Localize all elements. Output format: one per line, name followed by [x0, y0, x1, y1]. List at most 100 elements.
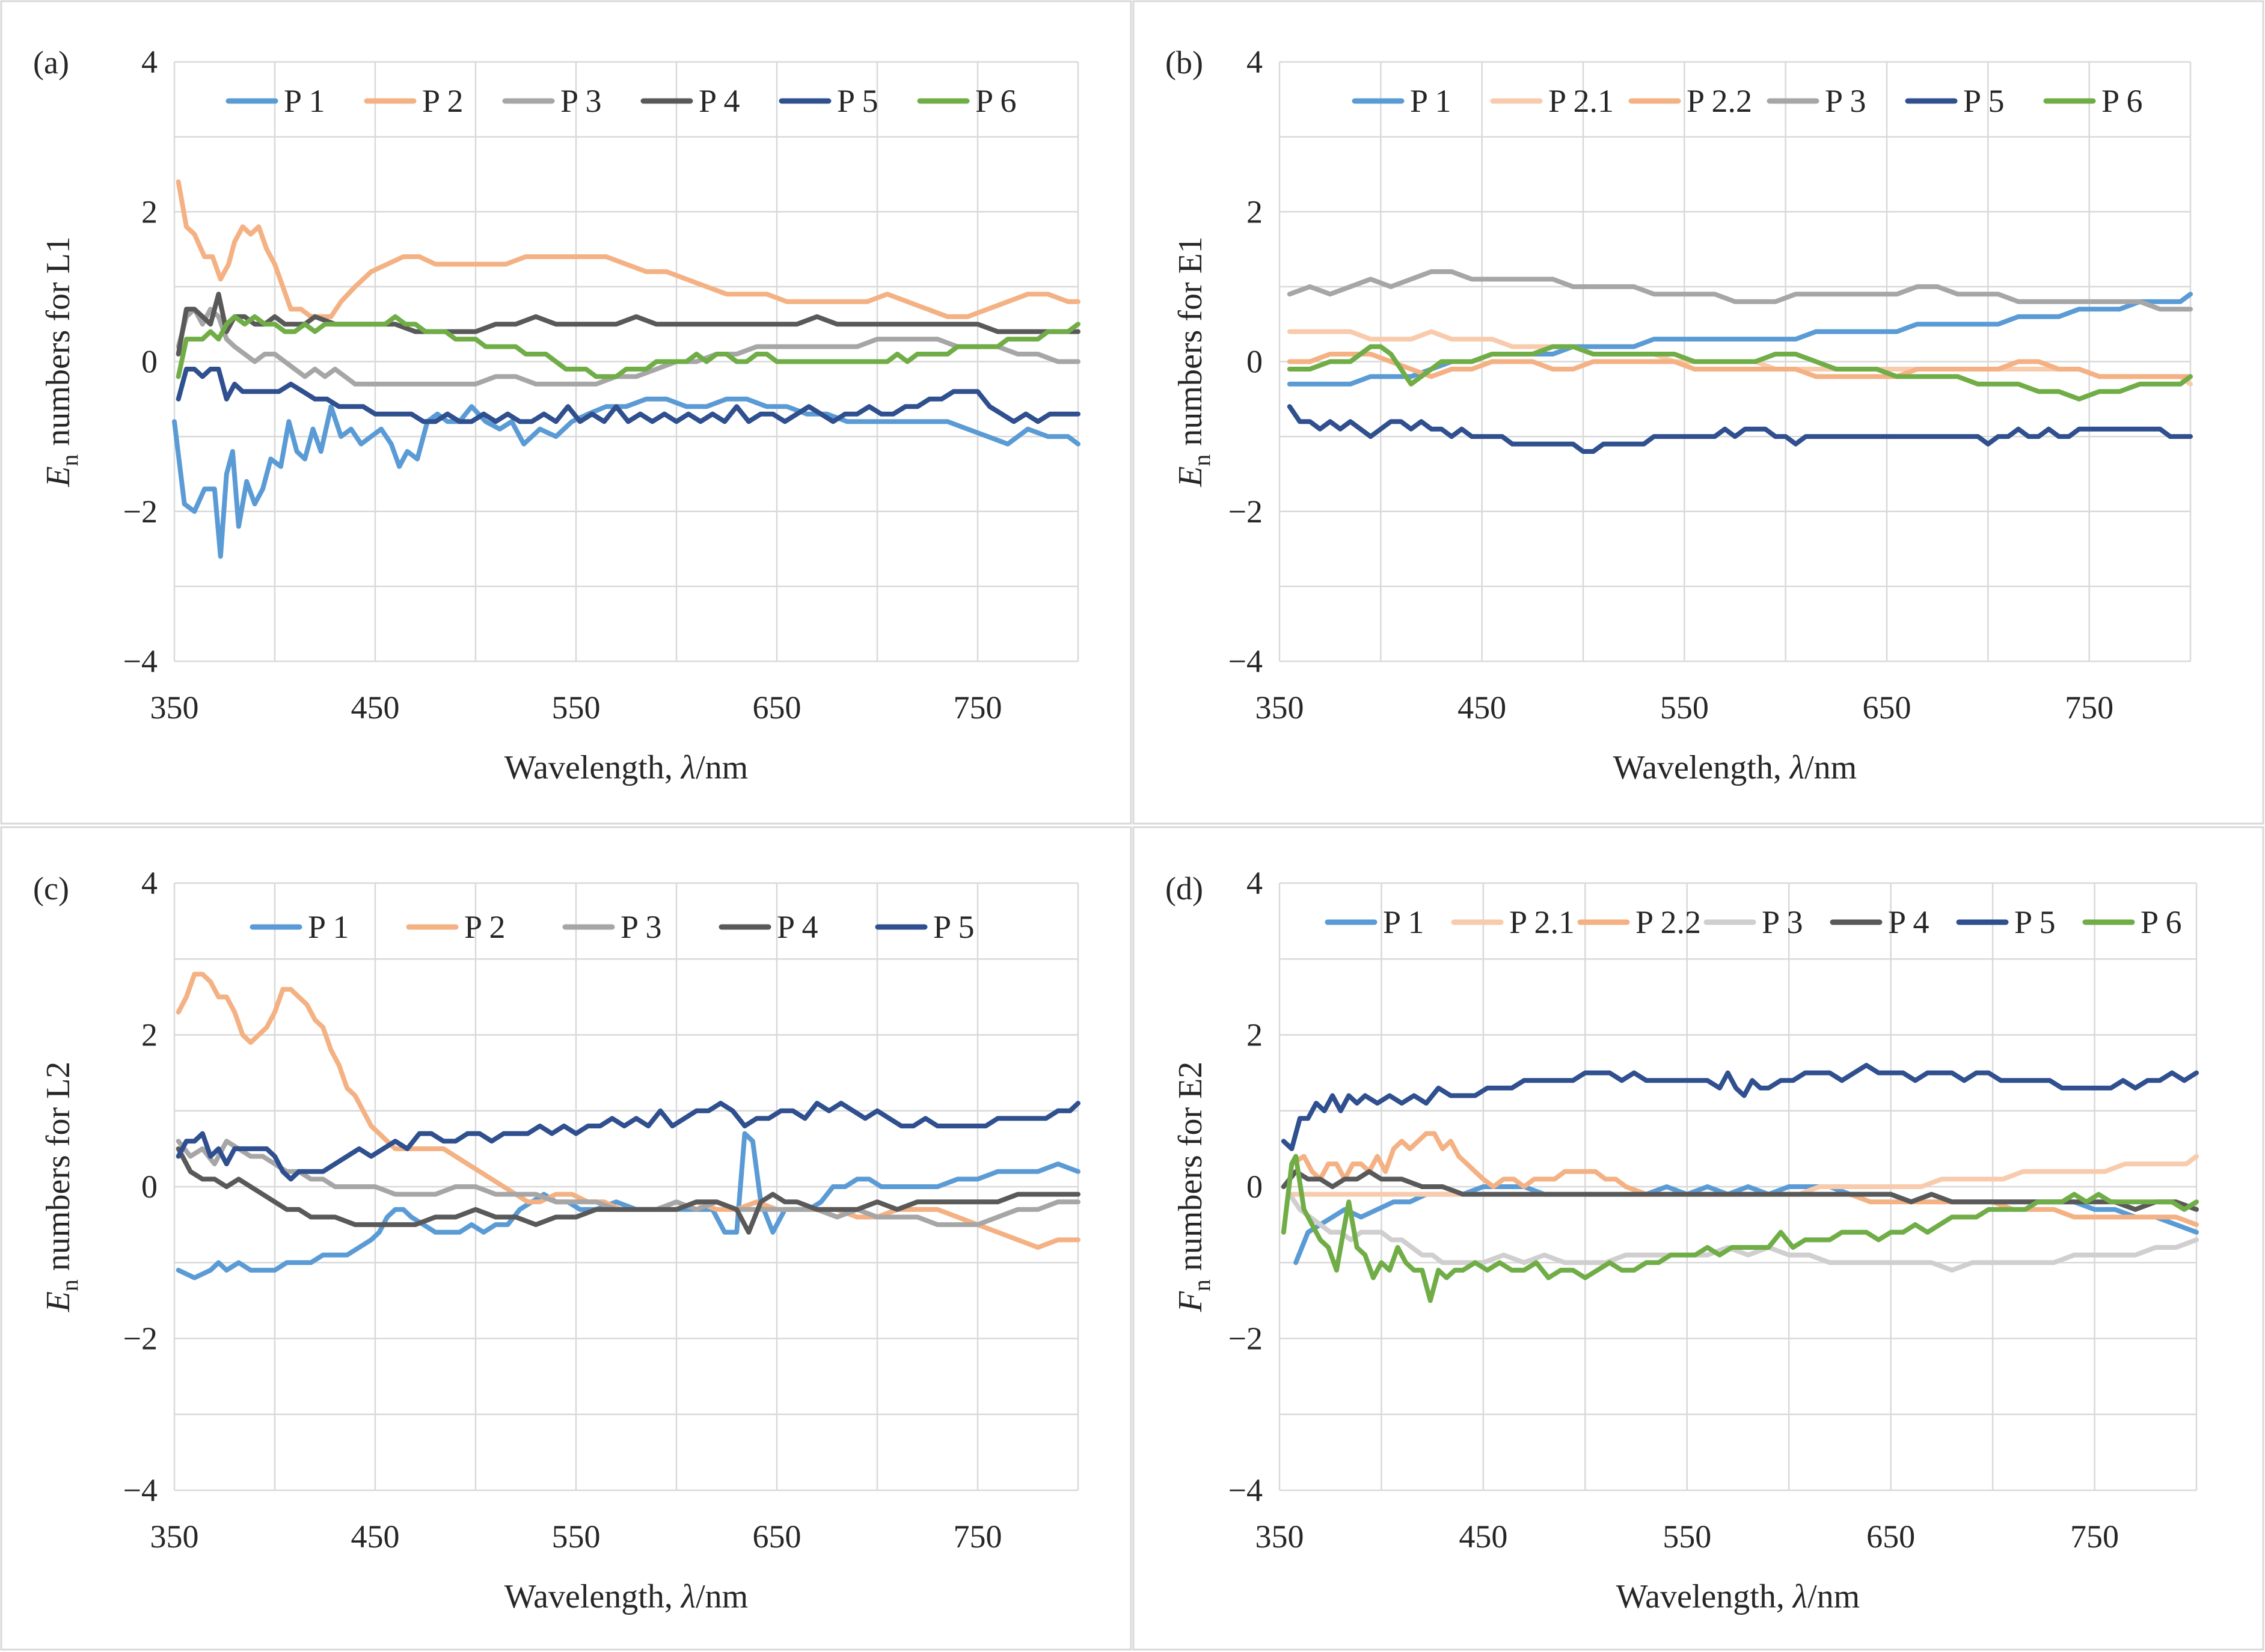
x-tick-label: 550	[552, 1519, 601, 1555]
x-tick-label: 350	[1255, 1519, 1304, 1555]
y-tick-label: −4	[1228, 1472, 1263, 1508]
legend-label: P 3	[621, 909, 662, 945]
series-line-p6	[176, 314, 1080, 379]
x-tick-label: 650	[1866, 1519, 1915, 1555]
y-tick-label: −4	[1228, 643, 1263, 679]
y-tick-label: −4	[123, 643, 158, 679]
legend-label: P 6	[2101, 83, 2143, 119]
y-tick-label: −2	[1228, 494, 1263, 530]
y-tick-label: 2	[141, 1017, 158, 1053]
legend: P 1 P 2.1 P 2.2 P 3 P 5 P 6	[1352, 83, 2143, 119]
panel-label: (c)	[33, 870, 69, 907]
x-axis-title: Wavelength, λ/nm	[1616, 1578, 1860, 1615]
y-tick-label: −2	[1228, 1321, 1263, 1357]
chart-frame	[1132, 0, 2264, 825]
y-tick-label: −4	[123, 1472, 158, 1508]
legend: P 1 P 2 P 3 P 4 P 5	[250, 909, 975, 945]
y-tick-label: 4	[1246, 865, 1263, 901]
legend-label: P 3	[1762, 904, 1803, 940]
x-tick-label: 450	[1459, 1519, 1507, 1555]
legend-label: P 2.2	[1687, 83, 1752, 119]
y-tick-label: 0	[141, 1169, 158, 1205]
legend: P 1 P 2 P 3 P 4 P 5 P 6	[225, 83, 1017, 119]
x-tick-label: 450	[351, 1519, 400, 1555]
y-axis-title: En numbers for L1	[40, 236, 83, 488]
legend-label: P 2.1	[1548, 83, 1614, 119]
legend-label: P 4	[699, 83, 740, 119]
panel-a: −4 −2 0 2 4 350 450 550 650 750 (a) Wavelength, λ/n…	[0, 0, 1132, 825]
legend-label: P 3	[1825, 83, 1866, 119]
legend-label: P 5	[1963, 83, 2005, 119]
series-line-p5	[176, 1101, 1080, 1182]
chart-frame	[0, 826, 1132, 1651]
series-line-p5	[176, 367, 1080, 424]
panel-c: −4 −2 0 2 4 350 450 550 650 750 (c) Wavelength, λ/n…	[0, 826, 1132, 1651]
x-tick-label: 350	[150, 1519, 199, 1555]
legend-label: P 2.1	[1509, 904, 1575, 940]
x-tick-label: 550	[1660, 690, 1709, 726]
series-line-p3	[1287, 269, 2193, 312]
legend-label: P 1	[308, 909, 349, 945]
legend-label: P 4	[777, 909, 818, 945]
legend-label: P 5	[837, 83, 878, 119]
series-line-p5	[1287, 404, 2193, 454]
y-tick-label: −2	[123, 494, 158, 530]
y-tick-label: 4	[141, 44, 158, 80]
x-tick-label: 750	[2065, 690, 2113, 726]
legend-label: P 2	[464, 909, 506, 945]
x-tick-label: 650	[753, 690, 801, 726]
series-line-p4	[176, 1146, 1080, 1235]
y-tick-label: 2	[1246, 194, 1263, 230]
x-tick-label: 550	[1663, 1519, 1711, 1555]
x-tick-label: 450	[351, 690, 400, 726]
x-axis-title: Wavelength, λ/nm	[1613, 749, 1857, 786]
x-axis-title: Wavelength, λ/nm	[504, 1578, 748, 1615]
panel-label: (d)	[1165, 870, 1203, 907]
panel-b: −4 −2 0 2 4 350 450 550 650 750 (b) Wavelength, λ/n…	[1132, 0, 2264, 825]
y-tick-label: 4	[1246, 44, 1263, 80]
y-tick-label: 0	[141, 344, 158, 380]
series-line-p1	[172, 396, 1080, 559]
legend-label: P 1	[1383, 904, 1424, 940]
series-line-p2	[176, 179, 1080, 319]
legend-label: P 1	[284, 83, 325, 119]
x-tick-label: 750	[2070, 1519, 2119, 1555]
legend-label: P 3	[560, 83, 602, 119]
chart-svg: −4 −2 0 2 4 350 450 550 650 750 (c) Wavelength, λ/n…	[0, 826, 1132, 1651]
chart-svg: −4 −2 0 2 4 350 450 550 650 750 (a) Wavelength, λ/n…	[0, 0, 1132, 825]
x-tick-label: 450	[1457, 690, 1506, 726]
series-line-p4	[176, 292, 1080, 356]
panel-d: −4 −2 0 2 4 350 450 550 650 750 (d) Wavelength, λ/n…	[1132, 826, 2264, 1651]
x-tick-label: 350	[1255, 690, 1304, 726]
series-line-p2	[176, 971, 1080, 1250]
x-axis-title: Wavelength, λ/nm	[504, 749, 748, 786]
x-tick-label: 750	[954, 1519, 1002, 1555]
y-axis-title: Fn numbers for E2	[1172, 1062, 1215, 1313]
panel-label: (a)	[33, 44, 69, 81]
x-tick-label: 350	[150, 690, 199, 726]
y-tick-label: 2	[1246, 1017, 1263, 1053]
panel-label: (b)	[1165, 44, 1203, 81]
chart-svg: −4 −2 0 2 4 350 450 550 650 750 (d) Wavelength, λ/n…	[1132, 826, 2264, 1651]
y-axis-title: En numbers for L2	[40, 1062, 83, 1313]
series-line-p5	[1281, 1063, 2199, 1151]
y-axis-title: En numbers for E1	[1172, 236, 1215, 488]
legend-label: P 2	[422, 83, 464, 119]
legend-label: P 5	[2014, 904, 2056, 940]
chart-svg: −4 −2 0 2 4 350 450 550 650 750 (b) Wavelength, λ/n…	[1132, 0, 2264, 825]
x-tick-label: 550	[552, 690, 601, 726]
series-line-p3	[176, 307, 1080, 387]
y-tick-label: 2	[141, 194, 158, 230]
y-tick-label: 0	[1246, 1169, 1263, 1205]
legend: P 1 P 2.1 P 2.2 P 3 P 4 P 5 P 6	[1325, 904, 2182, 940]
legend-label: P 1	[1410, 83, 1451, 119]
series-line-p2-2	[1287, 352, 2193, 379]
y-tick-label: −2	[123, 1321, 158, 1357]
legend-label: P 2.2	[1635, 904, 1701, 940]
series-line-p6	[1281, 1154, 2199, 1303]
y-tick-label: 0	[1246, 344, 1263, 380]
legend-label: P 4	[1888, 904, 1929, 940]
series-line-p1	[1287, 292, 2193, 387]
x-tick-label: 750	[954, 690, 1002, 726]
series-line-p6	[1287, 344, 2193, 402]
